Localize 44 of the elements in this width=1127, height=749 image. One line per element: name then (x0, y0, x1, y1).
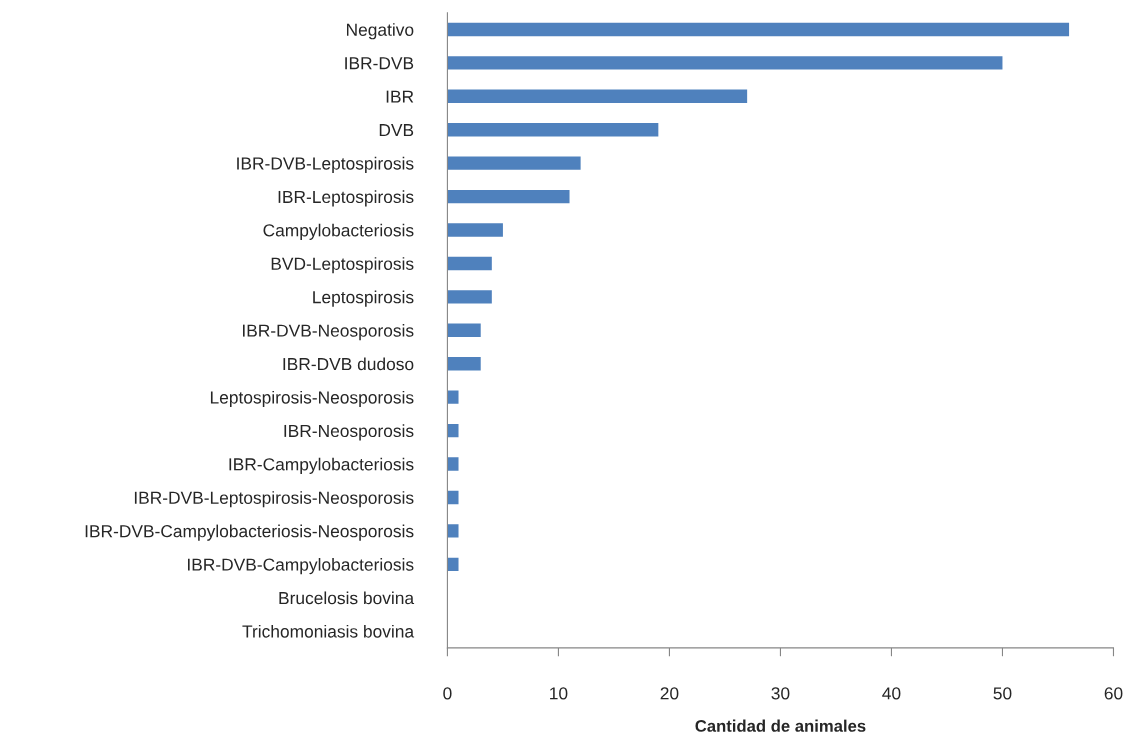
bar (447, 22, 1070, 37)
y-tick-label: IBR-DVB-Neosporosis (243, 324, 414, 341)
y-tick-label: BVD-Leptospirosis (271, 257, 414, 274)
y-tick-label: IBR-Campylobacteriosis (229, 457, 414, 474)
x-tick-label: 30 (771, 687, 790, 700)
y-tick-label: IBR-Neosporosis (284, 424, 414, 441)
y-tick-label: Brucelosis bovina (279, 591, 415, 605)
y-tick-label: DVB (379, 124, 414, 137)
bar (447, 524, 459, 538)
bar (447, 423, 459, 438)
bar (447, 223, 503, 237)
bar (447, 490, 459, 505)
y-tick-label: Leptospirosis (313, 290, 414, 307)
x-tick-label: 10 (550, 687, 568, 700)
x-tick-label: 40 (882, 687, 901, 700)
y-tick-label: Negativo (346, 23, 414, 40)
x-axis-title: Cantidad de animales (695, 719, 866, 732)
bar (447, 457, 459, 471)
bar (447, 56, 1003, 70)
bar (447, 156, 581, 170)
x-tick-label: 60 (1104, 687, 1123, 700)
x-tick-label: 20 (660, 687, 679, 700)
bar (447, 557, 459, 571)
bar (447, 323, 481, 337)
y-tick-label: Trichomoniasis bovina (242, 624, 415, 638)
y-tick-label: IBR-Leptospirosis (278, 190, 414, 207)
y-tick-label: Campylobacteriosis (263, 223, 414, 240)
y-tick-label: IBR (386, 90, 414, 103)
bar (447, 256, 492, 271)
y-tick-label: IBR-DVB-Leptospirosis (237, 156, 414, 174)
y-tick-label: IBR-DVB-Campylobacteriosis-Neosporosis (85, 524, 414, 541)
bar (447, 390, 459, 404)
y-tick-label: Leptospirosis-Neosporosis (210, 390, 414, 408)
bar (447, 189, 570, 204)
x-tick-label: 0 (443, 687, 452, 700)
bar (447, 357, 481, 371)
bar (447, 290, 492, 304)
y-tick-label: IBR-DVB (345, 57, 414, 70)
y-tick-label: IBR-DVB-Leptospirosis-Neosporosis (134, 491, 414, 508)
x-tick-label: 50 (993, 687, 1012, 700)
y-tick-label: IBR-DVB-Campylobacteriosis (188, 558, 414, 575)
y-tick-label: IBR-DVB dudoso (283, 357, 414, 371)
bar (447, 89, 748, 103)
bar (447, 123, 659, 137)
